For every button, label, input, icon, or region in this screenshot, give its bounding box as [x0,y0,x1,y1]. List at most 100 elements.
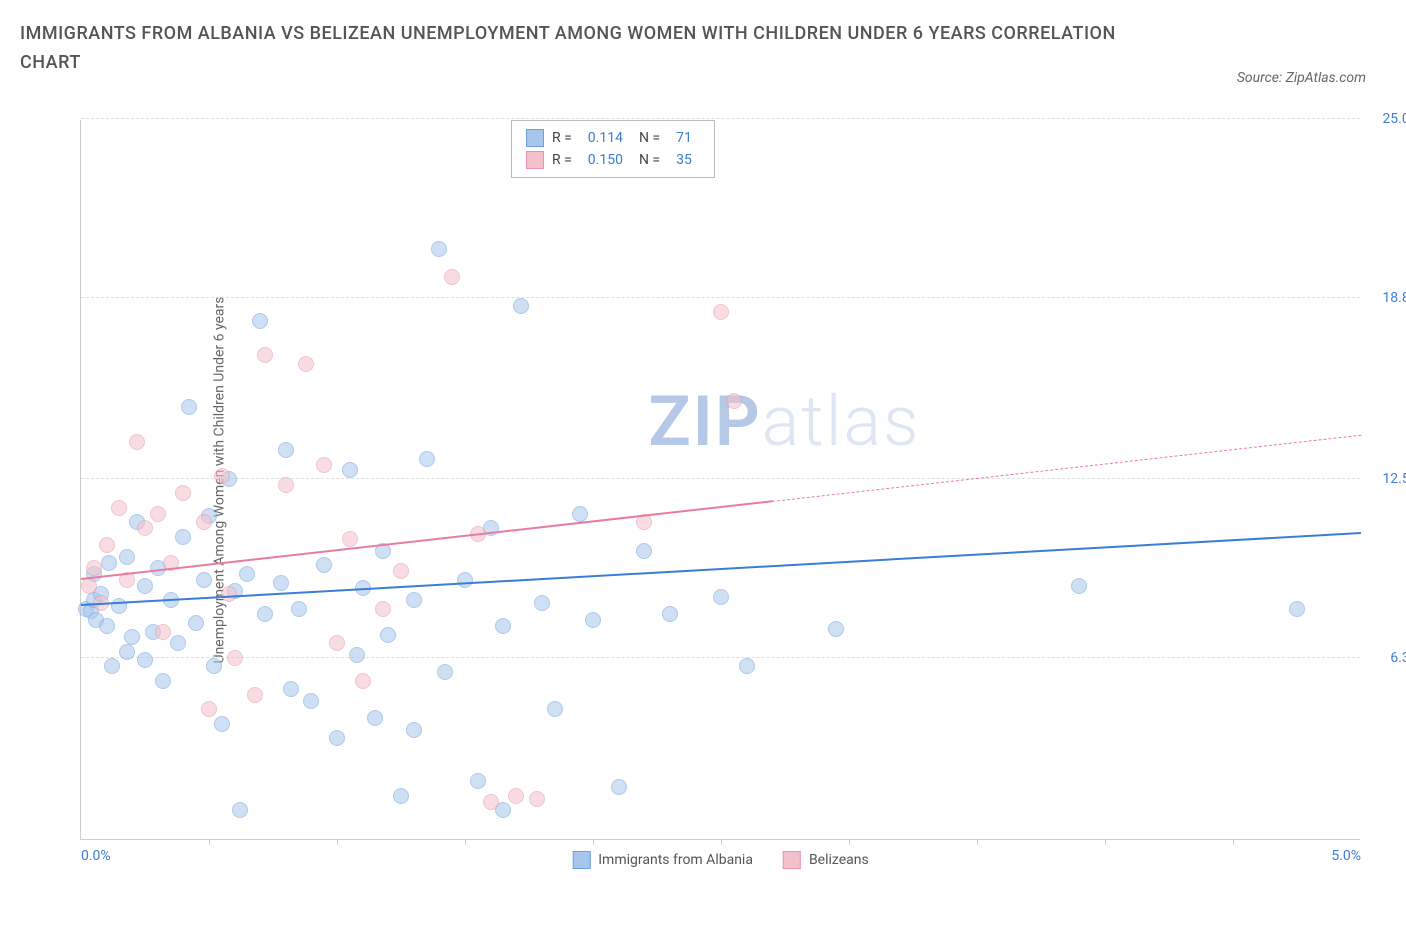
data-point [406,592,422,608]
data-point [508,788,524,804]
data-point [739,658,755,674]
x-minor-tick [1105,839,1106,845]
data-point [252,313,268,329]
data-point [170,635,186,651]
data-point [99,618,115,634]
legend-r-label: R = [552,152,572,168]
data-point [303,693,319,709]
data-point [283,681,299,697]
data-point [175,485,191,501]
data-point [129,434,145,450]
data-point [529,791,545,807]
plot-area: Unemployment Among Women with Children U… [80,120,1360,840]
legend-n-label: N = [639,130,660,146]
data-point [137,520,153,536]
data-point [316,557,332,573]
data-point [380,627,396,643]
data-point [495,618,511,634]
data-point [278,442,294,458]
data-point [419,451,435,467]
data-point [124,629,140,645]
data-point [291,601,307,617]
data-point [470,773,486,789]
data-point [119,549,135,565]
x-minor-tick [209,839,210,845]
data-point [713,589,729,605]
data-point [437,664,453,680]
legend-row: R = 0.150 N = 35 [526,149,700,171]
data-point [636,543,652,559]
data-point [713,304,729,320]
data-point [257,347,273,363]
legend-r-value: 0.114 [580,130,631,146]
x-minor-tick [337,839,338,845]
data-point [111,500,127,516]
x-minor-tick [465,839,466,845]
x-minor-tick [1233,839,1234,845]
data-point [355,673,371,689]
data-point [150,506,166,522]
gridline [81,478,1360,479]
x-minor-tick [849,839,850,845]
data-point [175,529,191,545]
gridline [81,297,1360,298]
data-point [444,269,460,285]
series-legend: Immigrants from Albania Belizeans [572,851,869,869]
data-point [349,647,365,663]
watermark-light: atlas [762,381,921,463]
legend-series-label: Belizeans [809,852,869,868]
correlation-legend: R = 0.114 N = 71 R = 0.150 N = 35 [511,120,715,178]
data-point [99,537,115,553]
data-point [86,560,102,576]
data-point [232,802,248,818]
chart-title: IMMIGRANTS FROM ALBANIA VS BELIZEAN UNEM… [20,20,1120,78]
gridline [81,657,1360,658]
data-point [585,612,601,628]
data-point [201,701,217,717]
y-tick-label: 12.5% [1382,471,1406,487]
legend-swatch-belizeans [783,851,801,869]
data-point [104,658,120,674]
y-tick-label: 6.3% [1390,650,1406,666]
x-tick-label: 5.0% [1331,848,1361,864]
x-minor-tick [721,839,722,845]
x-minor-tick [593,839,594,845]
data-point [393,563,409,579]
data-point [257,606,273,622]
data-point [298,356,314,372]
data-point [206,658,222,674]
data-point [81,578,97,594]
data-point [137,652,153,668]
data-point [572,506,588,522]
data-point [342,531,358,547]
data-point [375,601,391,617]
data-point [316,457,332,473]
data-point [111,598,127,614]
data-point [101,555,117,571]
data-point [137,578,153,594]
chart-container: IMMIGRANTS FROM ALBANIA VS BELIZEAN UNEM… [20,20,1386,910]
data-point [431,241,447,257]
data-point [1289,601,1305,617]
legend-r-label: R = [552,130,572,146]
legend-swatch-belizeans [526,151,544,169]
data-point [329,730,345,746]
data-point [726,393,742,409]
legend-r-value: 0.150 [580,152,631,168]
data-point [155,673,171,689]
data-point [329,635,345,651]
data-point [181,399,197,415]
watermark: ZIPatlas [648,381,920,463]
data-point [457,572,473,588]
data-point [547,701,563,717]
data-point [513,298,529,314]
legend-item: Immigrants from Albania [572,851,753,869]
legend-item: Belizeans [783,851,869,869]
data-point [214,468,230,484]
x-minor-tick [977,839,978,845]
data-point [406,722,422,738]
data-point [393,788,409,804]
legend-n-value: 35 [668,152,700,168]
trend-line-dashed [772,435,1361,502]
data-point [247,687,263,703]
